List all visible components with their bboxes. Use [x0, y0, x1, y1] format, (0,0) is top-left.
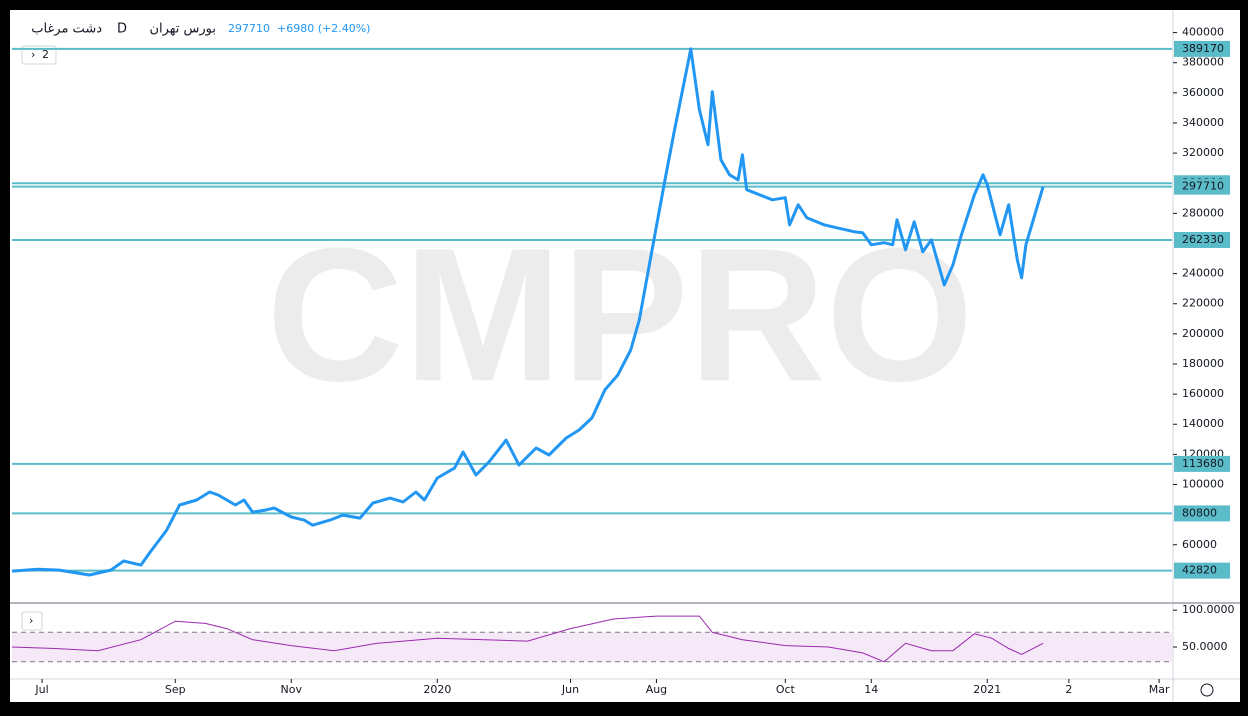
background	[10, 10, 1240, 702]
y-tick-label: 360000	[1182, 86, 1224, 99]
x-tick-label: Aug	[646, 683, 667, 696]
change: +6980 (+2.40%)	[277, 22, 370, 35]
y-tick-label: 400000	[1182, 26, 1224, 39]
x-tick-label: 2021	[973, 683, 1001, 696]
rsi-tick-label: 100.0000	[1182, 603, 1235, 616]
level-label: 262330	[1182, 233, 1224, 246]
rsi-tick-label: 50.0000	[1182, 640, 1228, 653]
level-label-box	[1174, 178, 1230, 195]
rsi-line	[11, 615, 1044, 663]
y-tick-label: 240000	[1182, 267, 1224, 280]
x-tick-label: Mar	[1149, 683, 1170, 696]
level-label: 297710	[1182, 180, 1224, 193]
x-tick-label: Oct	[776, 683, 796, 696]
indicator-toggle[interactable]	[21, 45, 57, 65]
y-tick-label: 220000	[1182, 297, 1224, 310]
level-label-box	[1174, 562, 1230, 579]
x-tick-label: 2	[1065, 683, 1072, 696]
x-tick-label: Nov	[281, 683, 303, 696]
y-tick-label: 280000	[1182, 206, 1224, 219]
level-label: 113680	[1182, 457, 1224, 470]
level-label-box	[1174, 505, 1230, 522]
chevron: ›	[31, 48, 35, 61]
x-tick-label: Sep	[165, 683, 186, 696]
level-label: 389170	[1182, 42, 1224, 55]
y-tick-label: 140000	[1182, 417, 1224, 430]
level-label: 80800	[1182, 506, 1217, 519]
level-label-box	[1174, 455, 1230, 472]
y-tick-label: 380000	[1182, 56, 1224, 69]
chevron: ›	[29, 614, 33, 627]
price-line	[11, 47, 1045, 577]
legend: دشت مرغاب D بورس تهران 297710 +6980 (+2.…	[21, 22, 1214, 697]
y-tick-label: 340000	[1182, 116, 1224, 129]
y-tick-label: 160000	[1182, 387, 1224, 400]
y-tick-label: 100000	[1182, 478, 1224, 491]
y-tick-label: 320000	[1182, 146, 1224, 159]
y-tick-label: 200000	[1182, 327, 1224, 340]
last-price: 297710	[228, 22, 270, 35]
watermark: CMPRO	[266, 209, 973, 421]
x-tick-label: Jun	[561, 683, 579, 696]
settings-button[interactable]	[1200, 683, 1214, 697]
y-tick-label: 60000	[1182, 538, 1217, 551]
x-tick-label: Jul	[34, 683, 48, 696]
rsi-band	[12, 632, 1172, 662]
x-tick-label: 14	[864, 683, 878, 696]
y-tick-label: 180000	[1182, 357, 1224, 370]
level-label: 42820	[1182, 564, 1217, 577]
indicator-count: 2	[42, 48, 49, 61]
interval: D	[117, 22, 127, 37]
symbol: دشت مرغاب	[31, 22, 102, 37]
level-label-box	[1174, 40, 1230, 57]
exchange: بورس تهران	[149, 22, 216, 37]
x-tick-label: 2020	[423, 683, 451, 696]
level-label-box	[1174, 231, 1230, 248]
rsi-toggle[interactable]	[21, 611, 43, 631]
